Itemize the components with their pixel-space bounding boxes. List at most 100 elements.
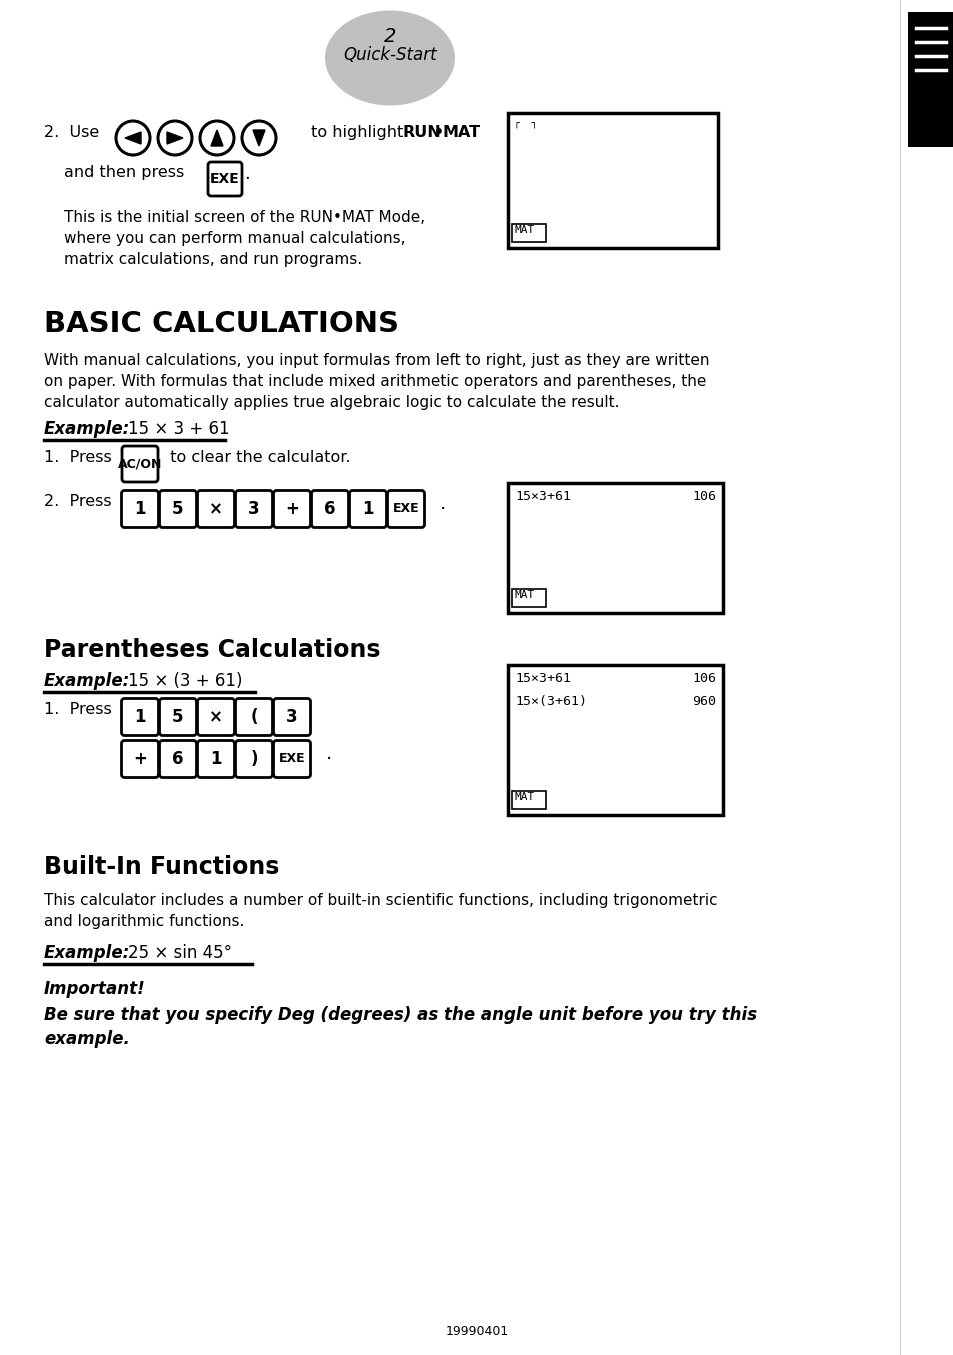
Text: 1: 1	[134, 500, 146, 518]
Text: 15 × 3 + 61: 15 × 3 + 61	[128, 420, 230, 438]
Text: on paper. With formulas that include mixed arithmetic operators and parentheses,: on paper. With formulas that include mix…	[44, 374, 705, 389]
Text: MAT: MAT	[515, 589, 535, 600]
FancyBboxPatch shape	[159, 740, 196, 778]
Text: RUN: RUN	[402, 125, 441, 140]
Ellipse shape	[325, 11, 455, 106]
Text: Example:: Example:	[44, 420, 131, 438]
Text: ×: ×	[209, 500, 223, 518]
FancyBboxPatch shape	[235, 698, 273, 736]
Bar	[512, 589, 545, 607]
Text: 19990401: 19990401	[445, 1325, 508, 1337]
FancyBboxPatch shape	[121, 491, 158, 527]
FancyBboxPatch shape	[159, 698, 196, 736]
Text: Built-In Functions: Built-In Functions	[44, 855, 279, 879]
Bar	[507, 482, 722, 612]
FancyBboxPatch shape	[122, 446, 158, 482]
Polygon shape	[253, 130, 265, 146]
FancyBboxPatch shape	[387, 491, 424, 527]
Text: 6: 6	[172, 751, 184, 768]
Text: ): )	[250, 751, 257, 768]
Text: 5: 5	[172, 709, 184, 726]
Text: .: .	[326, 744, 332, 763]
Text: 15 × (3 + 61): 15 × (3 + 61)	[128, 672, 242, 690]
Text: 1: 1	[362, 500, 374, 518]
Bar	[512, 224, 545, 243]
Circle shape	[158, 121, 192, 154]
Text: to clear the calculator.: to clear the calculator.	[160, 450, 351, 465]
Bar	[907, 12, 953, 146]
Polygon shape	[211, 130, 223, 146]
Text: where you can perform manual calculations,: where you can perform manual calculation…	[64, 230, 405, 247]
FancyBboxPatch shape	[274, 740, 310, 778]
Text: 2: 2	[383, 27, 395, 46]
Text: matrix calculations, and run programs.: matrix calculations, and run programs.	[64, 252, 362, 267]
Text: (: (	[250, 709, 257, 726]
Text: 15×(3+61): 15×(3+61)	[515, 695, 586, 709]
Text: •: •	[434, 125, 444, 140]
Text: 2.  Press: 2. Press	[44, 495, 112, 509]
Text: ┌  ┐: ┌ ┐	[514, 119, 537, 129]
Text: This calculator includes a number of built-in scientific functions, including tr: This calculator includes a number of bui…	[44, 893, 717, 908]
FancyBboxPatch shape	[235, 740, 273, 778]
Text: 1: 1	[134, 709, 146, 726]
Bar	[507, 112, 718, 248]
Text: 6: 6	[324, 500, 335, 518]
Text: 1.  Press: 1. Press	[44, 450, 112, 465]
Text: +: +	[132, 751, 147, 768]
Text: 960: 960	[691, 695, 716, 709]
Text: +: +	[285, 500, 298, 518]
Text: EXE: EXE	[278, 752, 305, 766]
FancyBboxPatch shape	[197, 698, 234, 736]
Bar	[512, 791, 545, 809]
Text: calculator automatically applies true algebraic logic to calculate the result.: calculator automatically applies true al…	[44, 396, 618, 411]
FancyBboxPatch shape	[121, 740, 158, 778]
Text: AC/ON: AC/ON	[117, 458, 162, 470]
Text: to highlight: to highlight	[306, 125, 408, 140]
Text: 5: 5	[172, 500, 184, 518]
Text: 25 × sin 45°: 25 × sin 45°	[128, 944, 232, 962]
Text: 3: 3	[286, 709, 297, 726]
Text: EXE: EXE	[210, 172, 239, 186]
Text: and then press: and then press	[64, 165, 184, 180]
Text: Important!: Important!	[44, 980, 146, 999]
Text: 106: 106	[691, 672, 716, 686]
FancyBboxPatch shape	[208, 163, 242, 196]
Text: Example:: Example:	[44, 944, 131, 962]
Text: ×: ×	[209, 709, 223, 726]
FancyBboxPatch shape	[312, 491, 348, 527]
Circle shape	[242, 121, 275, 154]
Polygon shape	[167, 131, 183, 144]
FancyBboxPatch shape	[121, 698, 158, 736]
FancyBboxPatch shape	[197, 740, 234, 778]
Text: example.: example.	[44, 1030, 130, 1047]
Text: 1: 1	[210, 751, 221, 768]
Text: 15×3+61: 15×3+61	[515, 491, 571, 503]
Text: and logarithmic functions.: and logarithmic functions.	[44, 915, 244, 930]
Text: 15×3+61: 15×3+61	[515, 672, 571, 686]
Text: .: .	[244, 165, 250, 183]
Text: 3: 3	[248, 500, 259, 518]
Text: 106: 106	[691, 491, 716, 503]
Circle shape	[200, 121, 233, 154]
Bar	[507, 665, 722, 814]
FancyBboxPatch shape	[159, 491, 196, 527]
Text: BASIC CALCULATIONS: BASIC CALCULATIONS	[44, 310, 398, 337]
FancyBboxPatch shape	[274, 491, 310, 527]
FancyBboxPatch shape	[349, 491, 386, 527]
FancyBboxPatch shape	[235, 491, 273, 527]
Text: Quick-Start: Quick-Start	[343, 46, 436, 64]
Text: Example:: Example:	[44, 672, 131, 690]
Text: Parentheses Calculations: Parentheses Calculations	[44, 638, 380, 663]
Text: MAT: MAT	[442, 125, 480, 140]
Text: 2.  Use: 2. Use	[44, 125, 99, 140]
Circle shape	[116, 121, 150, 154]
Text: 1.  Press: 1. Press	[44, 702, 112, 717]
Text: With manual calculations, you input formulas from left to right, just as they ar: With manual calculations, you input form…	[44, 354, 709, 369]
Text: Be sure that you specify Deg (degrees) as the angle unit before you try this: Be sure that you specify Deg (degrees) a…	[44, 1005, 757, 1024]
FancyBboxPatch shape	[274, 698, 310, 736]
Polygon shape	[125, 131, 141, 144]
Text: MAT: MAT	[515, 225, 535, 234]
Text: EXE: EXE	[393, 503, 419, 515]
Text: .: .	[439, 495, 446, 514]
Text: MAT: MAT	[515, 793, 535, 802]
